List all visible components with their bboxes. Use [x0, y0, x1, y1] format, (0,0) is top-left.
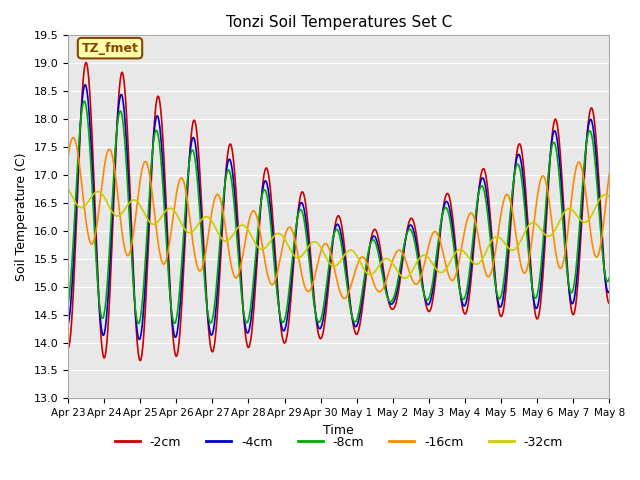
- Line: -32cm: -32cm: [68, 189, 609, 278]
- -4cm: [605, 288, 613, 294]
- -16cm: [424, 248, 431, 254]
- -2cm: [494, 302, 502, 308]
- -2cm: [424, 306, 431, 312]
- -16cm: [542, 179, 550, 184]
- -2cm: [64, 345, 72, 351]
- -16cm: [185, 208, 193, 214]
- -8cm: [81, 98, 88, 104]
- -4cm: [172, 334, 180, 340]
- -4cm: [186, 159, 193, 165]
- -32cm: [423, 253, 431, 259]
- Text: TZ_fmet: TZ_fmet: [81, 42, 138, 55]
- -2cm: [83, 60, 90, 65]
- -16cm: [340, 296, 348, 301]
- -2cm: [186, 159, 193, 165]
- -2cm: [542, 227, 550, 232]
- Y-axis label: Soil Temperature (C): Soil Temperature (C): [15, 153, 28, 281]
- -32cm: [184, 229, 192, 235]
- -4cm: [494, 299, 502, 305]
- Line: -8cm: -8cm: [68, 101, 609, 324]
- -32cm: [401, 275, 409, 281]
- -8cm: [64, 301, 72, 307]
- -2cm: [172, 353, 180, 359]
- -32cm: [541, 232, 549, 238]
- -16cm: [246, 216, 253, 222]
- -8cm: [605, 275, 613, 280]
- -2cm: [605, 300, 613, 306]
- -8cm: [246, 311, 253, 316]
- -16cm: [494, 231, 502, 237]
- -16cm: [64, 154, 72, 159]
- -2cm: [246, 342, 253, 348]
- -4cm: [542, 213, 550, 219]
- -4cm: [246, 324, 253, 330]
- -16cm: [70, 135, 77, 141]
- -16cm: [172, 196, 179, 202]
- -8cm: [186, 161, 193, 167]
- -32cm: [605, 194, 613, 200]
- -8cm: [172, 318, 180, 324]
- Line: -4cm: -4cm: [68, 85, 609, 339]
- Line: -16cm: -16cm: [68, 138, 609, 299]
- -32cm: [494, 234, 502, 240]
- -8cm: [494, 294, 502, 300]
- -4cm: [136, 336, 143, 342]
- -32cm: [245, 228, 253, 234]
- -2cm: [136, 358, 144, 363]
- -4cm: [424, 301, 431, 307]
- -32cm: [172, 209, 179, 215]
- -4cm: [81, 82, 89, 88]
- -4cm: [64, 322, 72, 327]
- Line: -2cm: -2cm: [68, 62, 609, 360]
- -8cm: [134, 321, 142, 326]
- -16cm: [605, 170, 613, 176]
- Legend: -2cm, -4cm, -8cm, -16cm, -32cm: -2cm, -4cm, -8cm, -16cm, -32cm: [109, 431, 568, 454]
- -8cm: [424, 297, 431, 303]
- -32cm: [64, 186, 72, 192]
- -8cm: [542, 203, 550, 208]
- Title: Tonzi Soil Temperatures Set C: Tonzi Soil Temperatures Set C: [225, 15, 452, 30]
- X-axis label: Time: Time: [323, 424, 354, 437]
